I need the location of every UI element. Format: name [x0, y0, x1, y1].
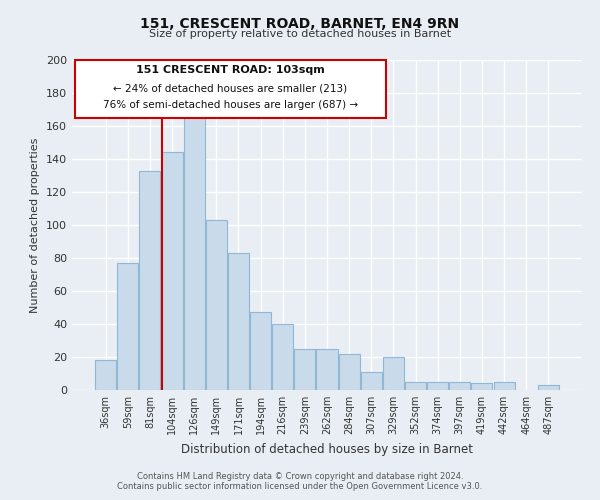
Text: Contains HM Land Registry data © Crown copyright and database right 2024.: Contains HM Land Registry data © Crown c… [137, 472, 463, 481]
Text: 76% of semi-detached houses are larger (687) →: 76% of semi-detached houses are larger (… [103, 100, 358, 110]
Bar [361, 372, 382, 390]
Bar [494, 382, 515, 390]
Text: 151, CRESCENT ROAD, BARNET, EN4 9RN: 151, CRESCENT ROAD, BARNET, EN4 9RN [140, 18, 460, 32]
Text: ← 24% of detached houses are smaller (213): ← 24% of detached houses are smaller (21… [113, 83, 347, 93]
Bar [383, 357, 404, 390]
FancyBboxPatch shape [74, 60, 386, 118]
Bar [139, 170, 160, 390]
Bar [118, 263, 139, 390]
Text: Size of property relative to detached houses in Barnet: Size of property relative to detached ho… [149, 29, 451, 39]
Bar [95, 360, 116, 390]
Y-axis label: Number of detached properties: Number of detached properties [31, 138, 40, 312]
Bar [338, 354, 359, 390]
Bar [228, 253, 249, 390]
X-axis label: Distribution of detached houses by size in Barnet: Distribution of detached houses by size … [181, 442, 473, 456]
Bar [272, 324, 293, 390]
Bar [449, 382, 470, 390]
Bar [538, 385, 559, 390]
Text: 151 CRESCENT ROAD: 103sqm: 151 CRESCENT ROAD: 103sqm [136, 65, 325, 75]
Bar [405, 382, 426, 390]
Bar [206, 220, 227, 390]
Bar [316, 349, 338, 390]
Bar [295, 349, 316, 390]
Bar [161, 152, 182, 390]
Bar [184, 118, 205, 390]
Bar [472, 384, 493, 390]
Text: Contains public sector information licensed under the Open Government Licence v3: Contains public sector information licen… [118, 482, 482, 491]
Bar [427, 382, 448, 390]
Bar [250, 312, 271, 390]
